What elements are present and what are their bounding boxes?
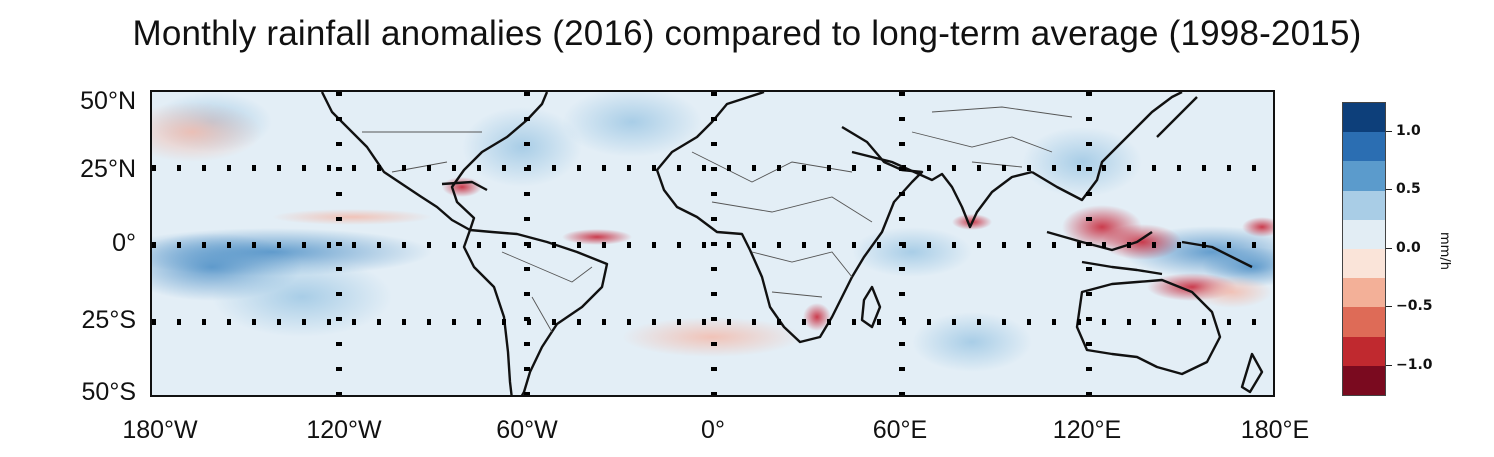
colorbar-segment bbox=[1343, 161, 1385, 191]
colorbar-unit: mm/h bbox=[1437, 232, 1452, 270]
colorbar-tick bbox=[1386, 365, 1392, 366]
lat-label-25n: 25°N bbox=[80, 155, 136, 183]
lon-label-120e: 120°E bbox=[1052, 416, 1122, 444]
colorbar bbox=[1342, 102, 1386, 396]
lon-label-180e: 180°E bbox=[1240, 416, 1310, 444]
colorbar-tick bbox=[1386, 131, 1392, 132]
lat-label-50s: 50°S bbox=[81, 378, 136, 406]
colorbar-segment bbox=[1343, 132, 1385, 162]
country-borders bbox=[362, 106, 1073, 333]
colorbar-label: −1.0 bbox=[1396, 357, 1433, 373]
colorbar-segment bbox=[1343, 307, 1385, 337]
coastlines bbox=[320, 92, 1264, 395]
map-title: Monthly rainfall anomalies (2016) compar… bbox=[132, 14, 1362, 53]
lon-label-60e: 60°E bbox=[872, 416, 928, 444]
rainfall-anomaly-map bbox=[150, 90, 1275, 397]
map-canvas bbox=[152, 92, 1273, 395]
lat-label-50n: 50°N bbox=[80, 87, 136, 115]
lat-label-25s: 25°S bbox=[81, 306, 136, 334]
lon-label-180w: 180°W bbox=[122, 416, 198, 444]
colorbar-segment bbox=[1343, 278, 1385, 308]
graticule bbox=[152, 92, 1273, 395]
colorbar-tick bbox=[1386, 248, 1392, 249]
colorbar-segment bbox=[1343, 248, 1385, 279]
colorbar-segment bbox=[1343, 219, 1385, 249]
lon-label-120w: 120°W bbox=[306, 416, 382, 444]
colorbar-segment bbox=[1343, 365, 1385, 395]
colorbar-segment bbox=[1343, 336, 1385, 366]
colorbar-segment bbox=[1343, 190, 1385, 220]
colorbar-label: 1.0 bbox=[1396, 123, 1421, 139]
colorbar-label: 0.0 bbox=[1396, 240, 1421, 256]
lon-label-60w: 60°W bbox=[496, 416, 558, 444]
lon-label-0: 0° bbox=[701, 416, 725, 444]
colorbar-label: 0.5 bbox=[1396, 181, 1421, 197]
colorbar-tick bbox=[1386, 306, 1392, 307]
lat-label-0: 0° bbox=[112, 229, 136, 257]
colorbar-segment bbox=[1343, 103, 1385, 133]
anomaly-field bbox=[152, 92, 1273, 372]
colorbar-label: −0.5 bbox=[1396, 298, 1433, 314]
colorbar-tick bbox=[1386, 189, 1392, 190]
